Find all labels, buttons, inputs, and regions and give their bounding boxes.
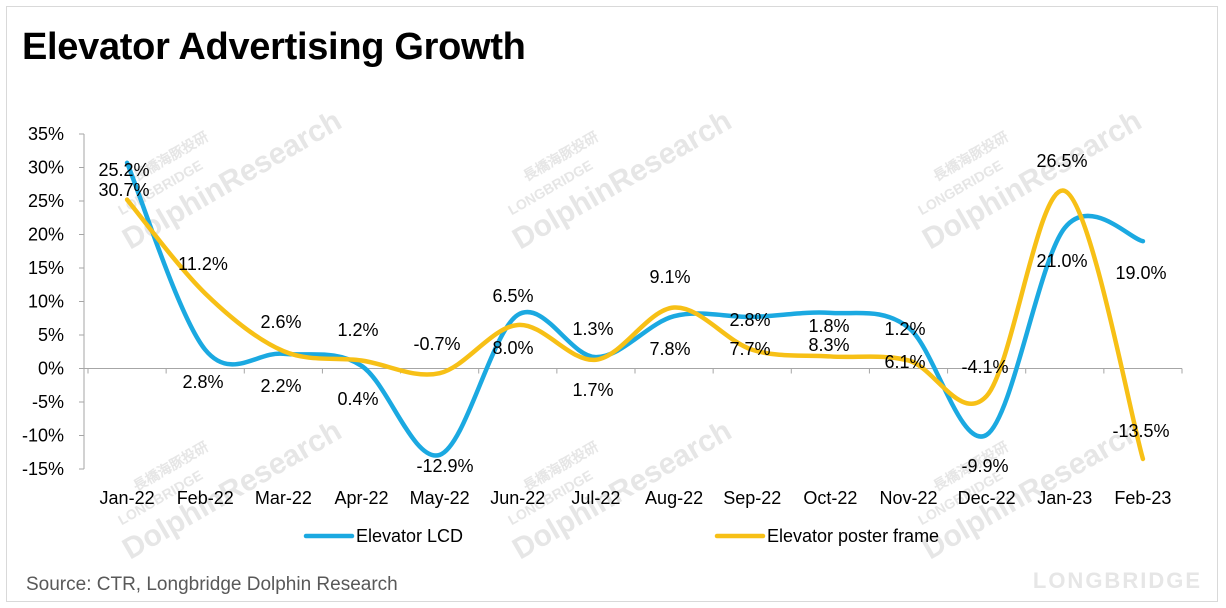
data-label-elevator-poster-frame: 1.2%	[337, 320, 378, 340]
data-label-elevator-lcd: 6.1%	[884, 352, 925, 372]
data-label-elevator-poster-frame: -0.7%	[413, 334, 460, 354]
legend-item-elevator-lcd: Elevator LCD	[303, 526, 463, 546]
data-label-elevator-lcd: 1.7%	[572, 380, 613, 400]
legend-label: Elevator poster frame	[767, 526, 939, 546]
chart-title: Elevator Advertising Growth	[22, 26, 526, 68]
data-label-elevator-lcd: 8.0%	[492, 338, 533, 358]
y-tick-label: 30%	[28, 158, 64, 178]
y-tick-label: -15%	[22, 459, 64, 479]
data-label-elevator-poster-frame: 2.6%	[260, 312, 301, 332]
y-tick-label: 35%	[28, 124, 64, 144]
x-tick-label: Jan-22	[100, 488, 155, 508]
data-label-elevator-poster-frame: 2.8%	[729, 310, 770, 330]
data-label-elevator-lcd: 19.0%	[1115, 263, 1166, 283]
y-tick-label: 20%	[28, 225, 64, 245]
x-tick-label: Apr-22	[334, 488, 388, 508]
data-label-elevator-poster-frame: 6.5%	[492, 286, 533, 306]
source-note: Source: CTR, Longbridge Dolphin Research	[26, 574, 398, 595]
data-label-elevator-lcd: -9.9%	[961, 456, 1008, 476]
data-label-elevator-poster-frame: 9.1%	[649, 267, 690, 287]
chart-axes: 35% 30% 25% 20% 15% 10% 5% 0% -5% -10% -15% Jan-22 F…	[22, 124, 1183, 508]
data-label-elevator-lcd: 7.7%	[729, 339, 770, 359]
y-tick-label: 15%	[28, 258, 64, 278]
data-label-elevator-poster-frame: -4.1%	[961, 357, 1008, 377]
chart-data-labels: 30.7% 2.8% 2.2% 0.4% -12.9% 8.0% 1.7% 7.8% 7.7% 8…	[98, 151, 1169, 476]
y-tick-label: -5%	[32, 392, 64, 412]
data-label-elevator-lcd: 30.7%	[98, 180, 149, 200]
x-tick-label: Oct-22	[803, 488, 857, 508]
x-tick-label: Sep-22	[723, 488, 781, 508]
data-label-elevator-poster-frame: 1.2%	[884, 319, 925, 339]
y-tick-label: 10%	[28, 292, 64, 312]
legend-item-elevator-poster-frame: Elevator poster frame	[714, 526, 939, 546]
data-label-elevator-poster-frame: 1.3%	[572, 319, 613, 339]
x-tick-label: Jul-22	[571, 488, 620, 508]
data-label-elevator-lcd: 8.3%	[808, 335, 849, 355]
data-label-elevator-poster-frame: -13.5%	[1112, 421, 1169, 441]
data-label-elevator-poster-frame: 26.5%	[1036, 151, 1087, 171]
legend-label: Elevator LCD	[356, 526, 463, 546]
x-tick-label: May-22	[410, 488, 470, 508]
data-label-elevator-lcd: 7.8%	[649, 339, 690, 359]
series-line-elevator-poster-frame	[124, 188, 1146, 462]
watermark-footer-logo: LONGBRIDGE	[1033, 568, 1202, 593]
x-tick-label: Jun-22	[490, 488, 545, 508]
y-tick-label: 5%	[38, 325, 64, 345]
x-tick-label: Dec-22	[958, 488, 1016, 508]
chart-legend: Elevator LCD Elevator poster frame	[303, 526, 939, 546]
watermark-brand: DolphinResearch	[507, 104, 737, 256]
x-tick-label: Jan-23	[1037, 488, 1092, 508]
data-label-elevator-lcd: 21.0%	[1036, 251, 1087, 271]
x-tick-label: Nov-22	[879, 488, 937, 508]
chart-series-lines	[124, 160, 1146, 462]
data-label-elevator-poster-frame: 11.2%	[178, 254, 228, 274]
chart-frame	[6, 6, 1218, 602]
data-label-elevator-lcd: 2.8%	[182, 372, 223, 392]
x-tick-label: Feb-23	[1114, 488, 1171, 508]
data-label-elevator-poster-frame: 25.2%	[98, 160, 149, 180]
x-tick-label: Mar-22	[255, 488, 312, 508]
y-tick-label: 25%	[28, 191, 64, 211]
data-label-elevator-poster-frame: 1.8%	[808, 316, 849, 336]
data-label-elevator-lcd: 2.2%	[260, 376, 301, 396]
y-tick-label: -10%	[22, 426, 64, 446]
data-label-elevator-lcd: -12.9%	[416, 456, 473, 476]
x-tick-label: Feb-22	[177, 488, 234, 508]
data-label-elevator-lcd: 0.4%	[337, 389, 378, 409]
x-tick-label: Aug-22	[645, 488, 703, 508]
watermark-brand: DolphinResearch	[917, 104, 1147, 256]
y-tick-label: 0%	[38, 359, 64, 379]
